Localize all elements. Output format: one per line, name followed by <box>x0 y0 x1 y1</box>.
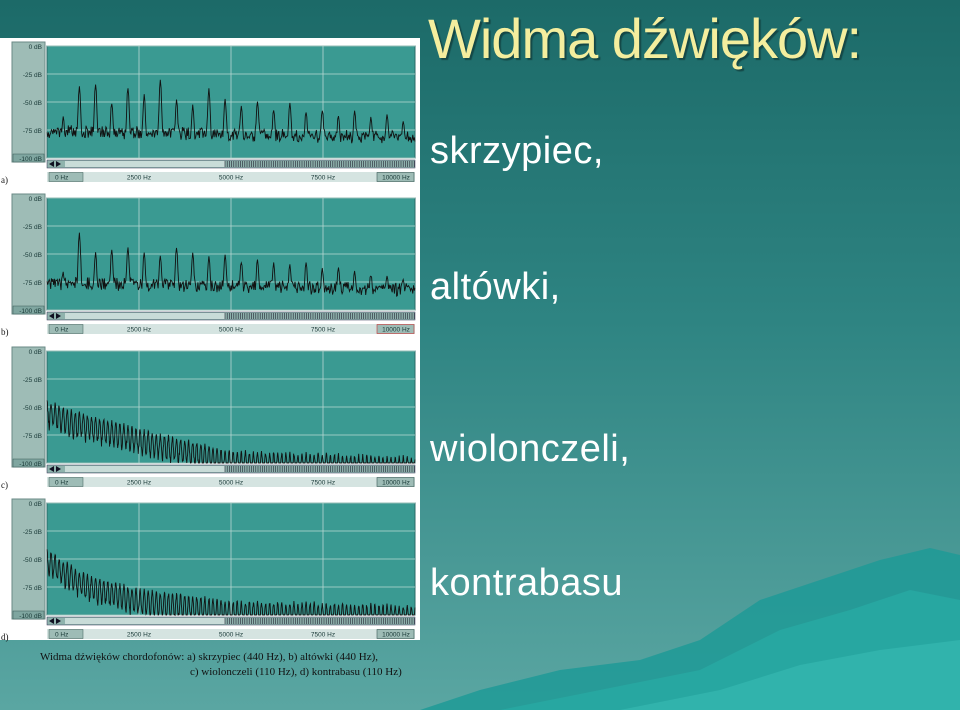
spectrum-trace <box>46 400 416 464</box>
x-tick-label: 10000 Hz <box>382 327 410 334</box>
x-tick-label: 5000 Hz <box>219 327 243 334</box>
scrollbar-thumb <box>65 161 225 167</box>
x-tick-label: 7500 Hz <box>311 175 335 182</box>
x-tick-label: 0 Hz <box>55 632 68 639</box>
spectrum-panel-3: 0 dB -25 dB -50 dB -75 dB -100 dB 0 Hz 2500 Hz… <box>1 346 416 490</box>
spectrum-panel-4: 0 dB -25 dB -50 dB -75 dB -100 dB 0 Hz 2500 Hz… <box>1 498 416 642</box>
scroll-left-icon <box>49 313 54 319</box>
label-double-bass: kontrabasu <box>430 562 624 604</box>
scrollbar-track <box>224 466 415 472</box>
y-tick-label: -25 dB <box>23 529 42 536</box>
x-tick-label: 2500 Hz <box>127 480 151 487</box>
scrollbar-thumb <box>65 618 225 624</box>
x-tick-label: 10000 Hz <box>382 175 410 182</box>
scrollbar <box>46 311 416 321</box>
y-tick-label: -25 dB <box>23 72 42 79</box>
scroll-left-icon <box>49 618 54 624</box>
y-tick-label: -75 dB <box>23 128 42 135</box>
y-tick-label: -50 dB <box>23 100 42 107</box>
spectrum-trace <box>46 232 416 297</box>
x-tick-label: 10000 Hz <box>382 480 410 487</box>
scrollbar-thumb <box>65 313 225 319</box>
y-tick-label: -25 dB <box>23 224 42 231</box>
panel-letter: d) <box>1 632 9 642</box>
figure-caption-line-2: c) wiolonczeli (110 Hz), d) kontrabasu (… <box>190 666 402 678</box>
x-tick-label: 7500 Hz <box>311 632 335 639</box>
y-tick-label: -75 dB <box>23 433 42 440</box>
scroll-right-icon <box>56 161 61 167</box>
label-cello: wiolonczeli, <box>430 428 631 470</box>
scrollbar <box>46 464 416 474</box>
scroll-right-icon <box>56 466 61 472</box>
label-violin: skrzypiec, <box>430 130 604 172</box>
slide-title: Widma dźwięków: <box>428 7 862 70</box>
scrollbar-track <box>224 618 415 624</box>
y-tick-label: -50 dB <box>23 252 42 259</box>
spectrum-panel-2: 0 dB -25 dB -50 dB -75 dB -100 dB 0 Hz 2500 Hz… <box>1 193 416 337</box>
spectra-figure: 0 dB -25 dB -50 dB -75 dB -100 dB 0 Hz 2500 Hz… <box>0 38 420 642</box>
spectrum-panel-1: 0 dB -25 dB -50 dB -75 dB -100 dB 0 Hz 2500 Hz… <box>1 41 416 185</box>
y-tick-label: -75 dB <box>23 585 42 592</box>
x-tick-label: 5000 Hz <box>219 632 243 639</box>
y-tick-label: -100 dB <box>19 308 42 315</box>
x-tick-label: 2500 Hz <box>127 175 151 182</box>
y-tick-label: -25 dB <box>23 377 42 384</box>
scrollbar-thumb <box>65 466 225 472</box>
y-tick-label: 0 dB <box>29 501 42 508</box>
y-tick-label: 0 dB <box>29 349 42 356</box>
panel-letter: c) <box>1 480 8 490</box>
scrollbar <box>46 616 416 626</box>
y-tick-label: -100 dB <box>19 461 42 468</box>
y-tick-label: -50 dB <box>23 557 42 564</box>
scrollbar-track <box>224 161 415 167</box>
scroll-right-icon <box>56 313 61 319</box>
x-tick-label: 0 Hz <box>55 327 68 334</box>
scrollbar <box>46 159 416 169</box>
scrollbar-track <box>224 313 415 319</box>
y-tick-label: -100 dB <box>19 156 42 163</box>
scroll-left-icon <box>49 161 54 167</box>
x-tick-label: 2500 Hz <box>127 327 151 334</box>
y-tick-label: -100 dB <box>19 613 42 620</box>
panel-letter: a) <box>1 175 8 185</box>
x-tick-label: 0 Hz <box>55 175 68 182</box>
x-tick-label: 0 Hz <box>55 480 68 487</box>
x-tick-label: 10000 Hz <box>382 632 410 639</box>
scroll-right-icon <box>56 618 61 624</box>
x-tick-label: 5000 Hz <box>219 480 243 487</box>
scroll-left-icon <box>49 466 54 472</box>
x-tick-label: 2500 Hz <box>127 632 151 639</box>
label-viola: altówki, <box>430 266 561 308</box>
x-tick-label: 7500 Hz <box>311 480 335 487</box>
x-tick-label: 5000 Hz <box>219 175 243 182</box>
x-tick-label: 7500 Hz <box>311 327 335 334</box>
spectrum-trace <box>46 79 416 144</box>
y-tick-label: 0 dB <box>29 196 42 203</box>
y-tick-label: -75 dB <box>23 280 42 287</box>
y-tick-label: -50 dB <box>23 405 42 412</box>
panel-letter: b) <box>1 327 9 337</box>
figure-caption-line-1: Widma dźwięków chordofonów: a) skrzypiec… <box>40 651 379 663</box>
spectrum-trace <box>46 549 416 617</box>
y-tick-label: 0 dB <box>29 44 42 51</box>
